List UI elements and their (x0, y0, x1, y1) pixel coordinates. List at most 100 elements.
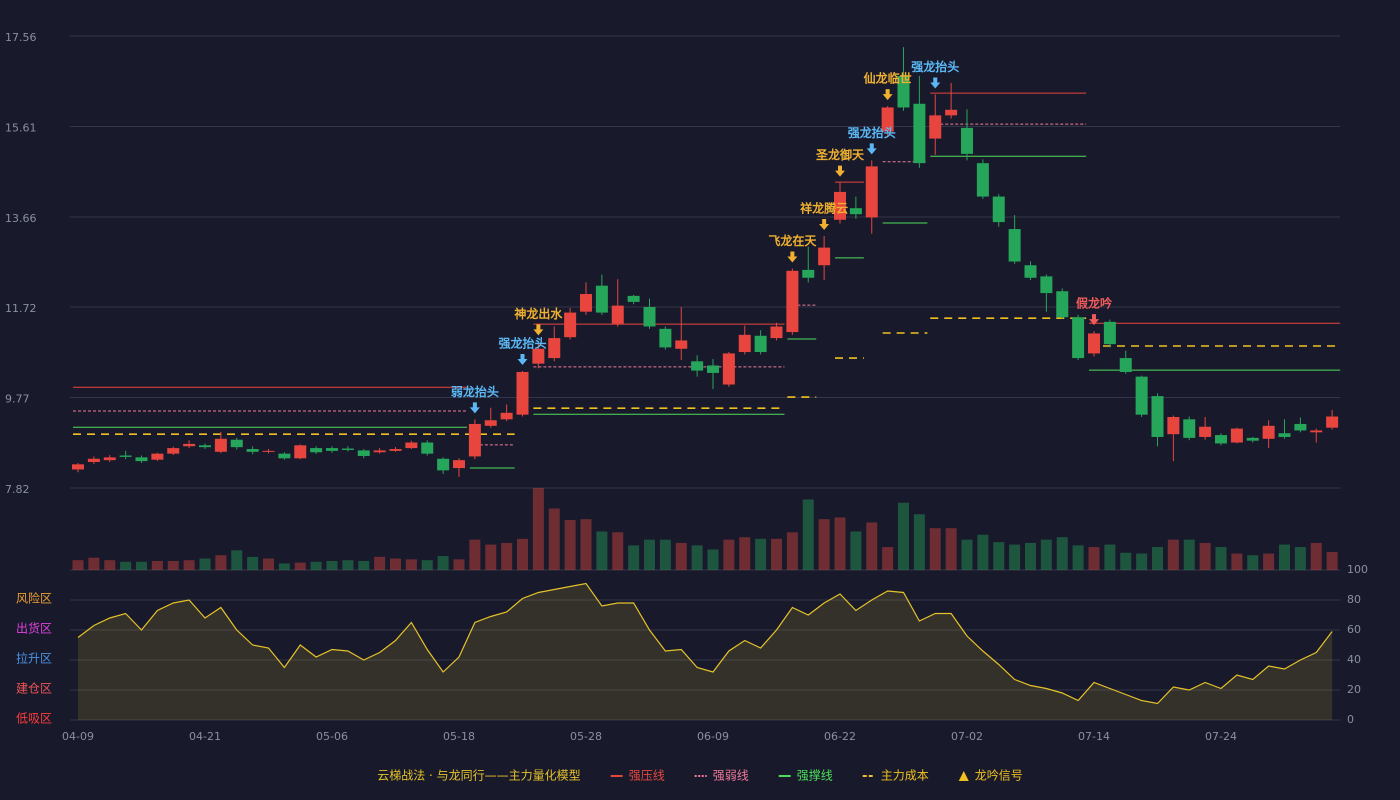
volume-bar (739, 537, 751, 570)
candle-body (992, 196, 1005, 223)
y-tick-label: 17.56 (5, 31, 37, 44)
candle-body (1246, 437, 1259, 441)
candle-body (595, 285, 608, 313)
volume-bar (421, 560, 433, 570)
candle-body (865, 166, 878, 218)
x-tick-label: 06-22 (824, 730, 856, 743)
candle-body (246, 449, 259, 452)
candle-body (1040, 276, 1053, 294)
candle-body (87, 458, 100, 463)
candle-body (1167, 416, 1180, 435)
candle-body (722, 353, 735, 385)
candle-body (580, 294, 592, 312)
legend-label: 龙吟信号 (975, 768, 1023, 783)
candle-body (1151, 396, 1164, 437)
volume-bar (501, 542, 513, 570)
volume-bar (1009, 544, 1021, 570)
candle-body (373, 450, 386, 453)
legend: 云梯战法 · 与龙同行——主力量化模型 强压线 强弱线 强撑线 主力成本 龙吟信号 (377, 768, 1023, 783)
candle-body (230, 439, 243, 448)
volume-bar (1040, 539, 1052, 570)
candle-body (818, 247, 831, 266)
candle-body (103, 457, 116, 461)
candle-body (262, 450, 275, 452)
candle-body (72, 464, 84, 470)
candle-body (119, 455, 132, 457)
x-tick-label: 07-24 (1205, 730, 1237, 743)
volume-bar (818, 519, 830, 570)
candle-body (326, 448, 338, 451)
candle-body (643, 307, 656, 327)
volume-bar (405, 559, 417, 570)
volume-bar (691, 545, 703, 570)
candle-body (564, 312, 577, 338)
candle-body (1310, 430, 1323, 433)
signal-label: 弱龙抬头 (451, 384, 499, 399)
volume-bar (326, 560, 338, 570)
legend-label: 主力成本 (881, 769, 929, 783)
volume-bar (1025, 542, 1036, 570)
x-tick-label: 04-09 (62, 730, 94, 743)
indicator-area (78, 583, 1333, 720)
volume-bar (1088, 547, 1100, 570)
candle-body (707, 365, 719, 373)
candle-body (341, 448, 354, 450)
candle-body (929, 115, 942, 139)
volume-bar (1294, 547, 1306, 570)
volume-bar (1120, 552, 1132, 570)
volume-bar (1326, 551, 1338, 570)
candle-body (1199, 426, 1212, 437)
candle-body (310, 448, 323, 453)
signal-arrow (533, 324, 544, 336)
candle-body (675, 340, 688, 349)
volume-bar (929, 528, 941, 570)
volume-bar (263, 558, 274, 570)
candle-body (500, 412, 513, 420)
volume-bar (278, 563, 290, 570)
candle-body (453, 460, 465, 469)
signal-label: 强龙抬头 (498, 336, 546, 351)
volume-bar (1056, 537, 1068, 570)
volume-bar (88, 557, 100, 570)
volume-bar (72, 560, 84, 570)
indicator-tick-label: 100 (1347, 563, 1368, 576)
indicator-tick-label: 60 (1347, 623, 1361, 636)
volume-bar (961, 539, 973, 570)
candle-body (1008, 229, 1021, 262)
volume-bar (945, 528, 957, 570)
volume-bar (898, 502, 909, 570)
candle-body (1294, 423, 1307, 431)
signal-arrow (1089, 314, 1099, 326)
candle-body (357, 450, 370, 456)
candle-body (183, 443, 196, 447)
volume-bar (548, 508, 560, 570)
volume-bar (786, 532, 798, 570)
volume-bar (310, 561, 322, 570)
candle-body (945, 109, 958, 116)
volume-bar (1231, 553, 1243, 570)
candle-body (1056, 291, 1069, 318)
signal-label: 强龙抬头 (848, 125, 896, 140)
candle-body (1183, 419, 1196, 438)
indicator-tick-label: 20 (1347, 683, 1361, 696)
candle-body (294, 445, 307, 459)
candle-body (1278, 433, 1291, 437)
volume-bar (707, 549, 719, 570)
legend-label: 强弱线 (713, 769, 749, 783)
volume-bar (1199, 542, 1211, 570)
legend-symbol (958, 771, 969, 781)
volume-bar (850, 531, 862, 570)
signal-label: 仙龙临世 (864, 71, 912, 86)
candle-body (135, 457, 148, 462)
volume-bar (1136, 553, 1148, 570)
volume-bar (580, 519, 592, 570)
signal-arrow (866, 143, 877, 155)
volume-bar (977, 534, 989, 570)
candle-body (468, 423, 481, 457)
signal-arrow (469, 402, 480, 414)
signal-arrow (517, 354, 528, 366)
candle-body (199, 445, 211, 448)
candle-body (421, 442, 434, 454)
volume-bar (1247, 555, 1259, 570)
